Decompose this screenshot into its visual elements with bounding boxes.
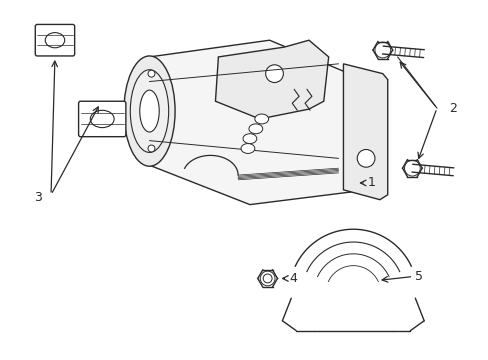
Text: 2: 2	[448, 102, 456, 114]
Polygon shape	[149, 40, 367, 204]
Text: 4: 4	[289, 272, 297, 285]
Ellipse shape	[123, 56, 175, 166]
Ellipse shape	[140, 90, 159, 132]
Text: 5: 5	[414, 270, 423, 283]
Ellipse shape	[265, 65, 283, 82]
Text: 3: 3	[34, 191, 42, 204]
Ellipse shape	[130, 70, 168, 152]
Ellipse shape	[148, 145, 155, 152]
FancyBboxPatch shape	[35, 24, 75, 56]
Polygon shape	[343, 64, 387, 200]
Ellipse shape	[254, 114, 268, 124]
Ellipse shape	[45, 33, 64, 48]
Ellipse shape	[90, 110, 114, 128]
Ellipse shape	[263, 274, 271, 283]
FancyBboxPatch shape	[79, 101, 125, 137]
Text: 1: 1	[367, 176, 375, 189]
Ellipse shape	[357, 149, 374, 167]
Ellipse shape	[248, 124, 262, 134]
Polygon shape	[215, 40, 328, 119]
Ellipse shape	[243, 134, 256, 144]
Ellipse shape	[148, 70, 155, 77]
Ellipse shape	[241, 144, 254, 153]
